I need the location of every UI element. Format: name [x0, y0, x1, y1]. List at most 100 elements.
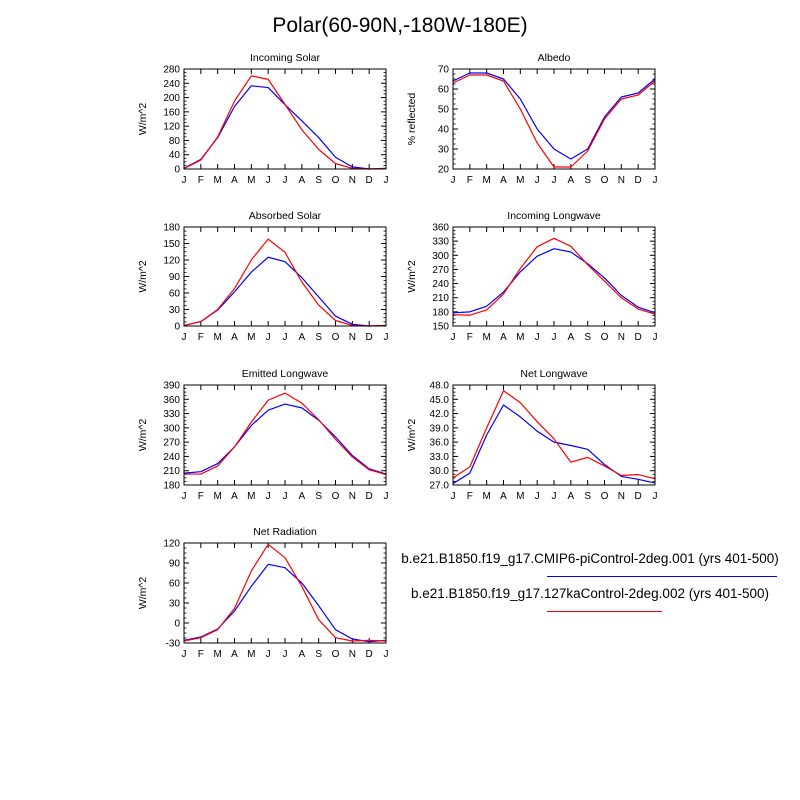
- x-tick-label: J: [266, 649, 271, 660]
- x-tick-label: M: [482, 175, 490, 186]
- y-tick-label: 280: [163, 65, 180, 76]
- x-tick-label: S: [584, 175, 591, 186]
- x-tick-label: J: [182, 332, 187, 343]
- x-tick-label: N: [618, 332, 625, 343]
- y-axis-label: W/m^2: [137, 419, 149, 452]
- y-tick-label: 90: [169, 272, 181, 283]
- x-tick-label: F: [467, 491, 473, 502]
- legend-line-2: [547, 611, 662, 612]
- y-tick-label: 210: [163, 466, 180, 477]
- x-tick-label: D: [635, 175, 642, 186]
- x-tick-label: N: [349, 649, 356, 660]
- legend-label-1: b.e21.B1850.f19_g17.CMIP6-piControl-2deg…: [401, 551, 779, 566]
- x-tick-label: A: [567, 175, 574, 186]
- x-tick-label: J: [283, 332, 288, 343]
- y-axis-label: W/m^2: [137, 103, 149, 136]
- x-tick-label: J: [535, 491, 540, 502]
- y-tick-label: 270: [163, 438, 180, 449]
- y-tick-label: 210: [432, 293, 449, 304]
- x-tick-label: J: [552, 491, 557, 502]
- x-tick-label: S: [315, 332, 322, 343]
- x-tick-label: M: [213, 491, 221, 502]
- x-tick-label: J: [384, 332, 389, 343]
- y-tick-label: 0: [174, 619, 180, 630]
- y-axis-label: W/m^2: [406, 419, 418, 452]
- y-axis-label: W/m^2: [137, 260, 149, 293]
- x-tick-label: D: [366, 175, 373, 186]
- x-tick-label: J: [283, 649, 288, 660]
- x-tick-label: J: [451, 332, 456, 343]
- x-tick-label: A: [500, 491, 507, 502]
- x-tick-label: A: [500, 175, 507, 186]
- y-tick-label: 50: [438, 105, 450, 116]
- x-tick-label: M: [482, 332, 490, 343]
- y-axis-label: W/m^2: [137, 577, 149, 610]
- panel-title: Absorbed Solar: [249, 210, 322, 222]
- x-tick-label: D: [366, 332, 373, 343]
- x-tick-label: A: [231, 491, 238, 502]
- x-tick-label: J: [653, 175, 658, 186]
- x-tick-label: J: [451, 491, 456, 502]
- panel-title: Net Radiation: [253, 526, 317, 538]
- x-tick-label: N: [349, 332, 356, 343]
- x-tick-label: A: [231, 175, 238, 186]
- plot-frame: [183, 542, 387, 644]
- y-tick-label: 120: [163, 122, 180, 133]
- x-tick-label: J: [451, 175, 456, 186]
- y-tick-label: 240: [163, 452, 180, 463]
- y-tick-label: 360: [163, 395, 180, 406]
- y-tick-label: 390: [163, 381, 180, 392]
- series-line-1: [452, 404, 656, 485]
- x-tick-label: O: [601, 491, 609, 502]
- y-tick-label: 45.0: [430, 395, 450, 406]
- y-tick-label: 120: [163, 539, 180, 550]
- y-tick-label: 70: [438, 65, 450, 76]
- plot-frame: [452, 68, 656, 170]
- y-tick-label: 270: [432, 265, 449, 276]
- x-tick-label: D: [635, 332, 642, 343]
- plot-frame: [183, 68, 387, 170]
- x-tick-label: S: [315, 649, 322, 660]
- y-tick-label: 60: [169, 579, 181, 590]
- x-tick-label: A: [231, 649, 238, 660]
- y-tick-label: 300: [432, 251, 449, 262]
- y-tick-label: 27.0: [430, 481, 450, 492]
- y-axis-label: % reflected: [406, 93, 418, 146]
- x-tick-label: M: [213, 332, 221, 343]
- y-tick-label: 240: [432, 279, 449, 290]
- x-tick-label: J: [653, 332, 658, 343]
- y-tick-label: 36.0: [430, 438, 450, 449]
- x-tick-label: A: [298, 649, 305, 660]
- y-tick-label: 20: [438, 165, 450, 176]
- y-tick-label: 150: [163, 239, 180, 250]
- x-tick-label: N: [618, 491, 625, 502]
- series-line-1: [183, 85, 387, 170]
- y-tick-label: 39.0: [430, 423, 450, 434]
- series-line-1: [183, 563, 387, 643]
- x-tick-label: J: [535, 175, 540, 186]
- x-tick-label: S: [584, 332, 591, 343]
- x-tick-label: J: [535, 332, 540, 343]
- x-tick-label: M: [247, 175, 255, 186]
- x-tick-label: M: [516, 332, 524, 343]
- x-tick-label: F: [467, 175, 473, 186]
- x-tick-label: O: [601, 175, 609, 186]
- y-tick-label: 60: [169, 289, 181, 300]
- x-tick-label: J: [552, 175, 557, 186]
- legend-label-2: b.e21.B1850.f19_g17.127kaControl-2deg.00…: [410, 586, 769, 601]
- panel-title: Emitted Longwave: [242, 368, 329, 380]
- figure-title: Polar(60-90N,-180W-180E): [272, 14, 528, 37]
- x-tick-label: J: [384, 491, 389, 502]
- x-tick-label: A: [567, 491, 574, 502]
- plot-frame: [183, 384, 387, 486]
- x-tick-label: J: [552, 332, 557, 343]
- plot-frame: [452, 384, 656, 486]
- x-tick-label: O: [601, 332, 609, 343]
- x-tick-label: D: [366, 491, 373, 502]
- x-tick-label: J: [266, 332, 271, 343]
- y-tick-label: 360: [432, 223, 449, 234]
- x-tick-label: O: [332, 175, 340, 186]
